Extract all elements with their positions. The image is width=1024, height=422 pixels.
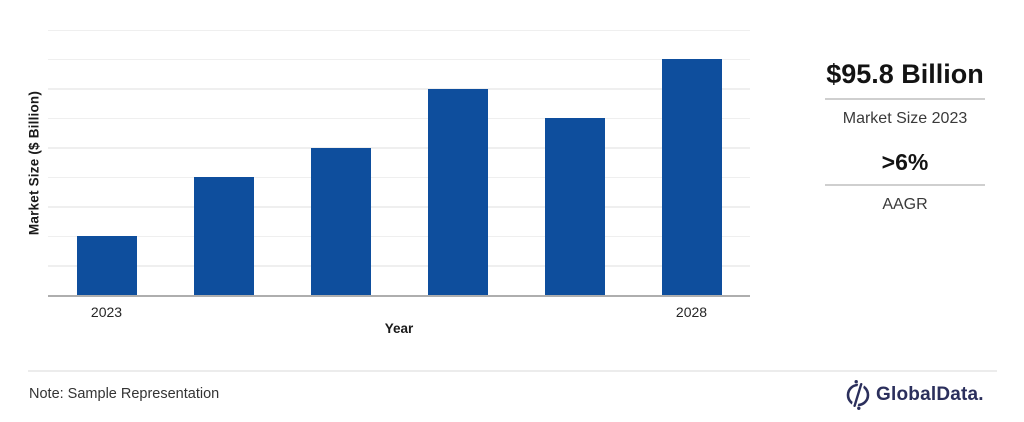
x-tick-2028: 2028: [675, 304, 708, 320]
bar-slot-2025: [282, 30, 399, 295]
gridline: [48, 235, 750, 238]
gridline: [48, 176, 750, 179]
stats-panel: $95.8 Billion Market Size 2023 >6% AAGR: [823, 60, 987, 214]
bar-2023: [76, 236, 137, 295]
bar-2025: [310, 147, 371, 295]
gridline: [48, 58, 750, 61]
market-size-value: $95.8 Billion: [826, 59, 984, 89]
gridline: [48, 265, 750, 267]
footer-divider: [28, 370, 997, 372]
x-tick-2026: [399, 304, 516, 320]
gridline: [48, 117, 750, 120]
aagr-label: AAGR: [882, 196, 928, 214]
bar-2028: [661, 59, 722, 295]
gridline: [48, 29, 750, 31]
stats-divider: [825, 184, 985, 187]
bar-slot-2026: [399, 30, 516, 295]
gridline: [48, 206, 750, 208]
bars-container: [48, 30, 750, 295]
stats-divider: [825, 98, 985, 101]
bar-2026: [427, 88, 488, 295]
footer-note: Note: Sample Representation: [29, 386, 220, 402]
x-tick-2024: [165, 304, 282, 320]
globaldata-logo-icon: [846, 380, 870, 410]
x-axis-ticks: 2023 2028: [48, 304, 750, 320]
market-size-label: Market Size 2023: [842, 110, 968, 128]
aagr-value: >6%: [881, 149, 929, 176]
x-tick-2025: [282, 304, 399, 320]
x-tick-2027: [516, 304, 633, 320]
bar-2027: [544, 118, 605, 295]
gridline: [48, 147, 750, 149]
bar-slot-2027: [516, 30, 633, 295]
bar-slot-2023: [48, 30, 165, 295]
bar-slot-2028: [633, 30, 750, 295]
bar-slot-2024: [165, 30, 282, 295]
gridline: [48, 88, 750, 90]
chart-plot-area: [48, 29, 750, 297]
bar-2024: [193, 177, 254, 295]
globaldata-logo-text: GlobalData.: [876, 384, 984, 405]
y-axis-label: Market Size ($ Billion): [26, 90, 42, 236]
x-axis-label: Year: [384, 321, 414, 336]
x-tick-2023: 2023: [90, 304, 123, 320]
globaldata-logo: GlobalData.: [845, 378, 984, 412]
